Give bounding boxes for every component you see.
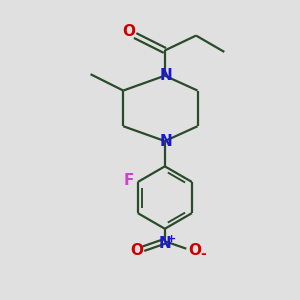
Text: O: O: [188, 243, 201, 258]
Text: -: -: [201, 247, 206, 261]
Text: +: +: [167, 234, 176, 244]
Text: F: F: [123, 173, 134, 188]
Text: N: N: [160, 134, 173, 149]
Text: O: O: [122, 24, 135, 39]
Text: N: N: [160, 68, 173, 83]
Text: O: O: [130, 243, 143, 258]
Text: N: N: [158, 236, 171, 251]
